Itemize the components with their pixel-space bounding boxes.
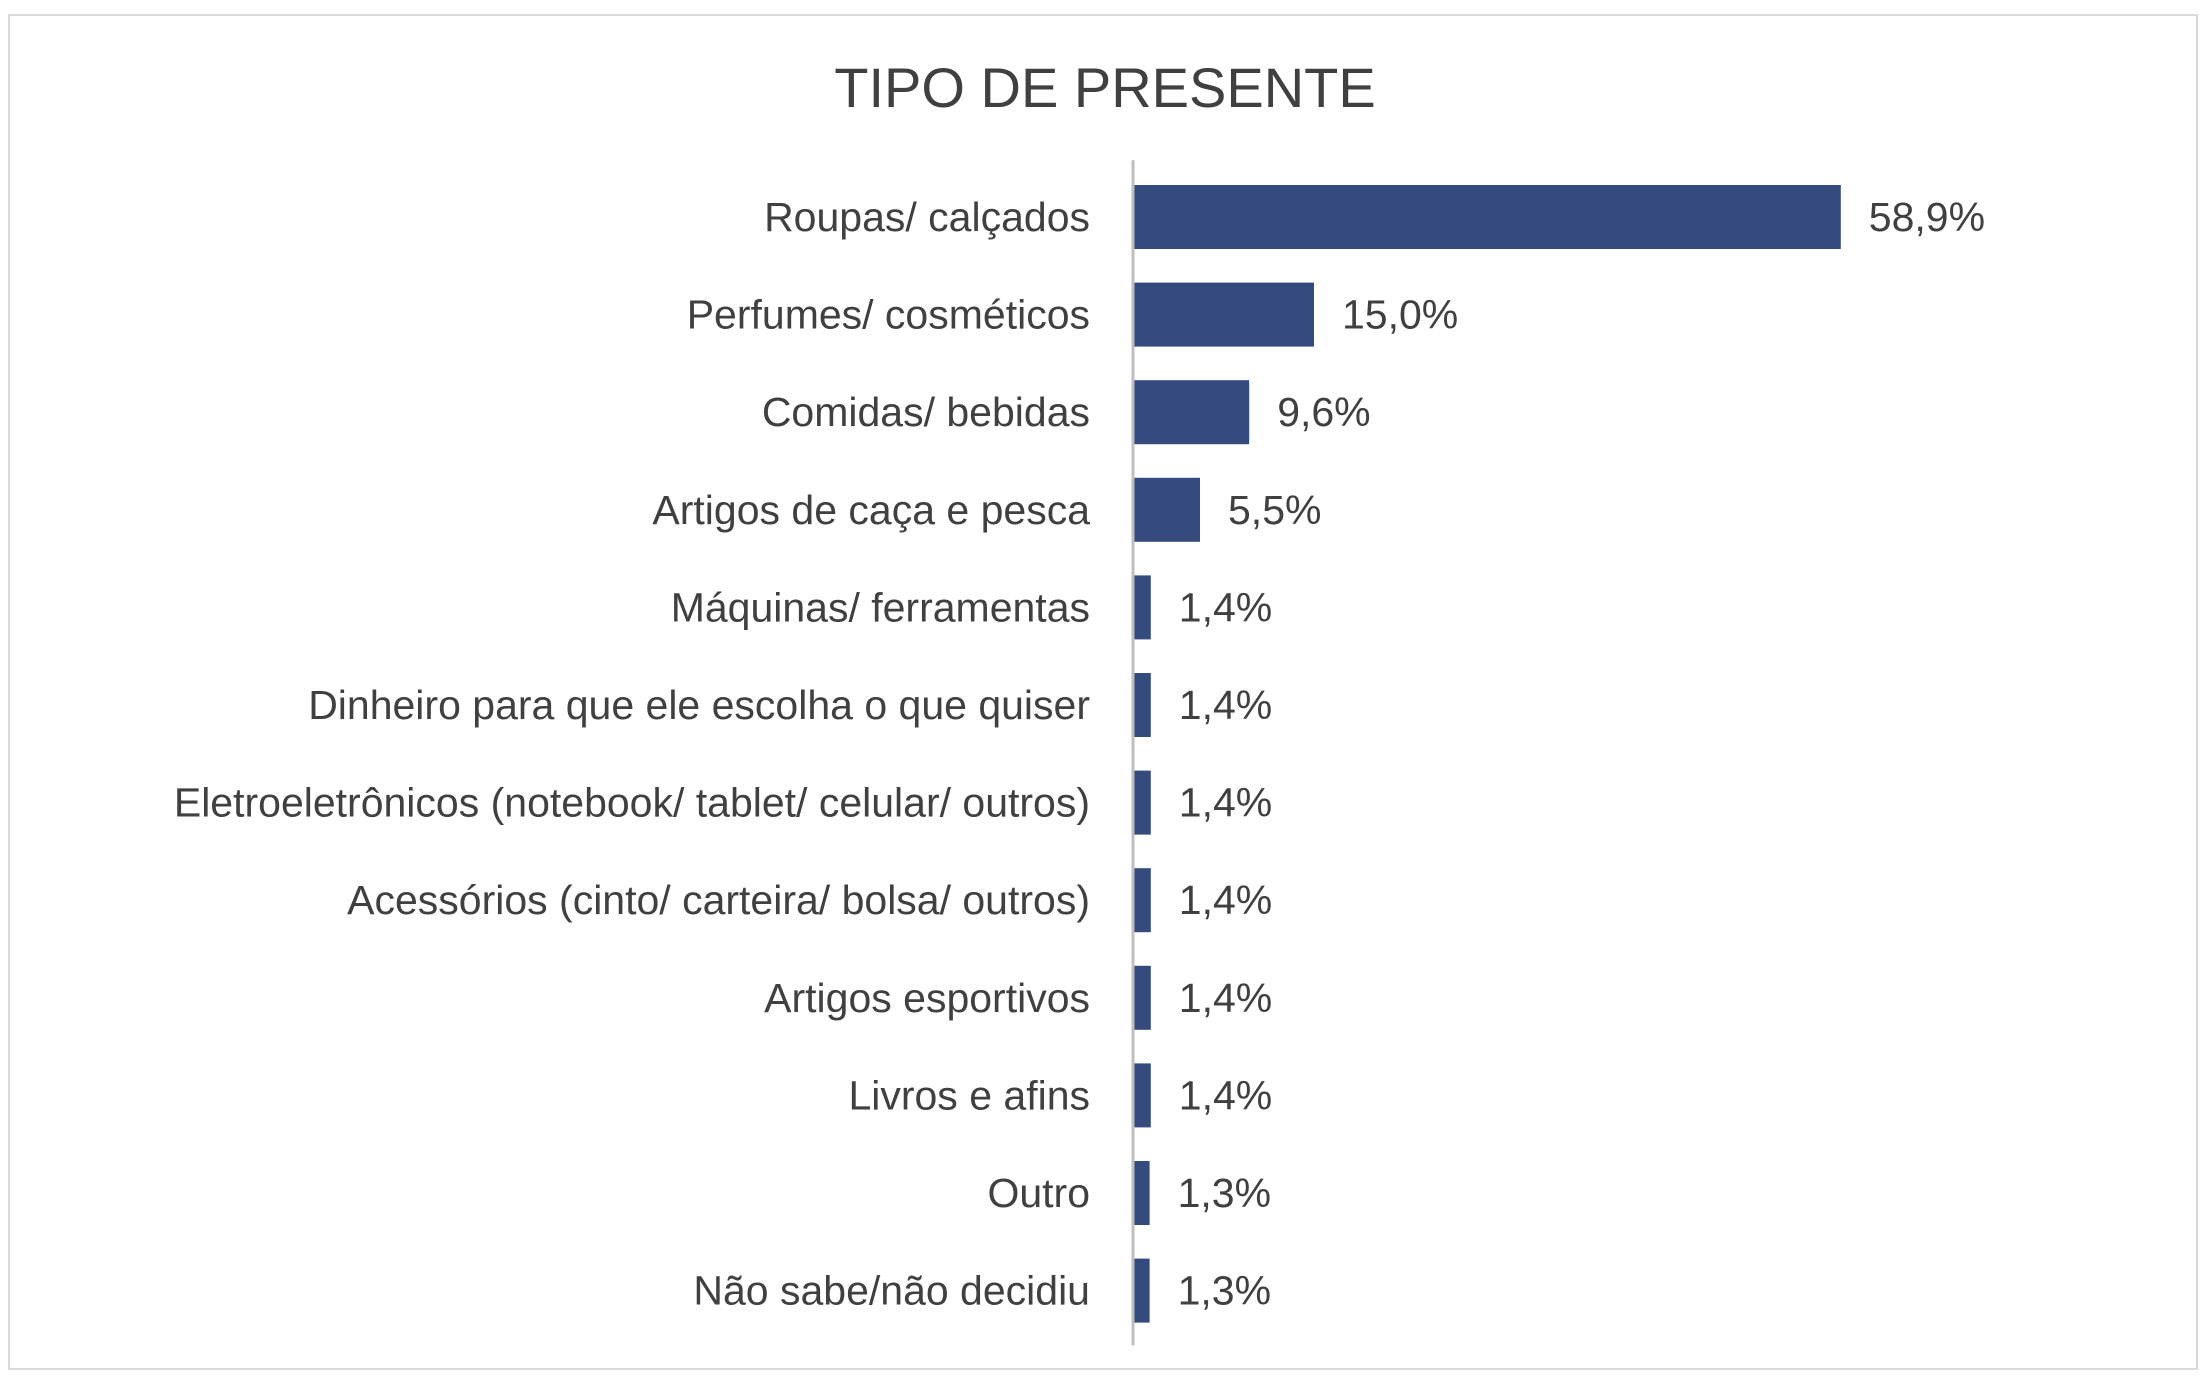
value-label-9: 1,4% bbox=[1179, 975, 1272, 1021]
value-label-6: 1,4% bbox=[1179, 682, 1272, 728]
value-label-2: 15,0% bbox=[1342, 292, 1458, 338]
category-label-3: Comidas/ bebidas bbox=[762, 389, 1090, 435]
value-label-1: 58,9% bbox=[1869, 194, 1985, 240]
bar-10 bbox=[1134, 1063, 1151, 1128]
bar-5 bbox=[1134, 575, 1151, 640]
value-label-12: 1,3% bbox=[1178, 1268, 1271, 1314]
category-label-5: Máquinas/ ferramentas bbox=[671, 584, 1090, 630]
category-label-8: Acessórios (cinto/ carteira/ bolsa/ outr… bbox=[347, 877, 1090, 923]
category-label-4: Artigos de caça e pesca bbox=[652, 487, 1090, 533]
bar-12 bbox=[1134, 1258, 1150, 1323]
value-labels-layer: 58,9% 15,0% 9,6% 5,5% 1,4% 1,4% 1,4% 1,4% 1,4% 1,… bbox=[1178, 194, 1985, 1314]
value-label-10: 1,4% bbox=[1179, 1072, 1272, 1118]
value-label-7: 1,4% bbox=[1179, 780, 1272, 826]
value-label-5: 1,4% bbox=[1179, 584, 1272, 630]
value-label-4: 5,5% bbox=[1228, 487, 1321, 533]
category-label-1: Roupas/ calçados bbox=[764, 194, 1090, 240]
category-label-7: Eletroeletrônicos (notebook/ tablet/ cel… bbox=[174, 780, 1090, 826]
chart-title: TIPO DE PRESENTE bbox=[834, 56, 1376, 119]
value-label-8: 1,4% bbox=[1179, 877, 1272, 923]
category-label-11: Outro bbox=[987, 1170, 1090, 1216]
value-label-11: 1,3% bbox=[1178, 1170, 1271, 1216]
value-label-3: 9,6% bbox=[1277, 389, 1370, 435]
bar-4 bbox=[1134, 477, 1200, 542]
category-label-2: Perfumes/ cosméticos bbox=[687, 292, 1090, 338]
bar-7 bbox=[1134, 770, 1151, 835]
bar-8 bbox=[1134, 868, 1151, 933]
bars-layer bbox=[1134, 185, 1841, 1323]
category-labels-layer: Roupas/ calçados Perfumes/ cosméticos Comi… bbox=[174, 194, 1090, 1314]
bar-1 bbox=[1134, 185, 1841, 249]
bar-2 bbox=[1134, 282, 1314, 347]
category-label-10: Livros e afins bbox=[848, 1072, 1090, 1118]
category-label-9: Artigos esportivos bbox=[764, 975, 1090, 1021]
category-label-12: Não sabe/não decidiu bbox=[693, 1268, 1090, 1314]
bar-3 bbox=[1134, 380, 1250, 445]
bar-6 bbox=[1134, 673, 1151, 737]
bar-11 bbox=[1134, 1161, 1150, 1225]
bar-9 bbox=[1134, 965, 1151, 1030]
category-label-6: Dinheiro para que ele escolha o que quis… bbox=[308, 682, 1090, 728]
